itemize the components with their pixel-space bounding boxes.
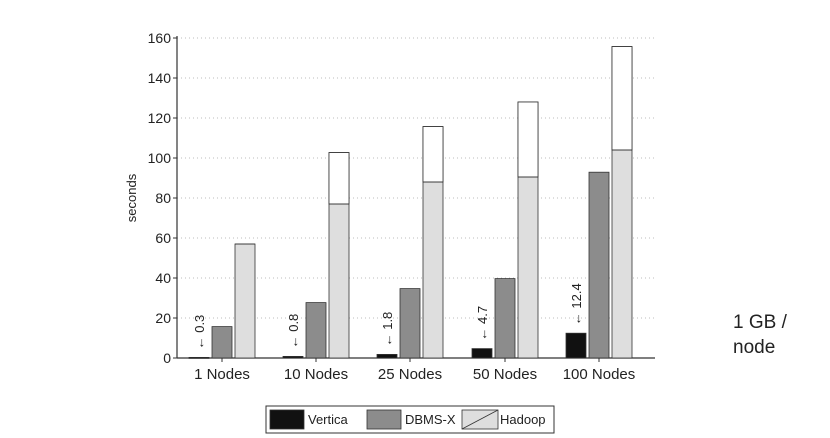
bar-vertica <box>188 356 210 359</box>
y-tick-label: 60 <box>155 230 171 246</box>
y-tick-label: 140 <box>148 70 172 86</box>
x-tick-label: 50 Nodes <box>473 366 537 383</box>
bar-vertica <box>376 353 398 359</box>
y-tick-label: 0 <box>163 350 171 366</box>
y-tick-label: 80 <box>155 190 171 206</box>
bar-vertica <box>282 355 304 359</box>
bar-hadoop-upper-segment <box>517 101 539 178</box>
bar-dbmsx <box>305 302 327 359</box>
bar-dbmsx <box>211 326 233 359</box>
legend-label: DBMS-X <box>405 412 456 427</box>
data-label: ← 12.4 <box>569 283 584 325</box>
legend <box>265 405 555 434</box>
x-tick-label: 1 Nodes <box>194 366 250 383</box>
data-label: ← 0.3 <box>192 315 207 350</box>
y-tick-label: 20 <box>155 310 171 326</box>
legend-label: Hadoop <box>500 412 546 427</box>
data-label: ← 0.8 <box>286 314 301 349</box>
y-tick-label: 40 <box>155 270 171 286</box>
y-tick-label: 160 <box>148 30 172 46</box>
y-tick-label: 120 <box>148 110 172 126</box>
data-label: ← 1.8 <box>380 312 395 347</box>
bar-hadoop-upper-segment <box>422 126 444 183</box>
data-label: ← 4.7 <box>475 306 490 341</box>
bar-vertica <box>565 332 587 359</box>
bar-dbmsx <box>399 288 421 359</box>
y-axis-label: seconds <box>124 173 139 222</box>
bar-dbmsx <box>494 278 516 359</box>
bar-vertica <box>471 348 493 359</box>
x-tick-label: 25 Nodes <box>378 366 442 383</box>
legend-swatch-hatch <box>461 409 499 430</box>
x-tick-label: 10 Nodes <box>284 366 348 383</box>
bar-hadoop-upper-segment <box>611 46 633 151</box>
x-tick-label: 100 Nodes <box>563 366 636 383</box>
side-note: 1 GB / node <box>733 312 787 358</box>
legend-label: Vertica <box>308 412 349 427</box>
bar-hadoop-upper-segment <box>328 152 350 205</box>
y-tick-label: 100 <box>148 150 172 166</box>
legend-swatch <box>366 409 402 430</box>
bar-dbmsx <box>588 171 610 359</box>
bar-hadoop <box>234 243 256 359</box>
legend-swatch <box>269 409 305 430</box>
